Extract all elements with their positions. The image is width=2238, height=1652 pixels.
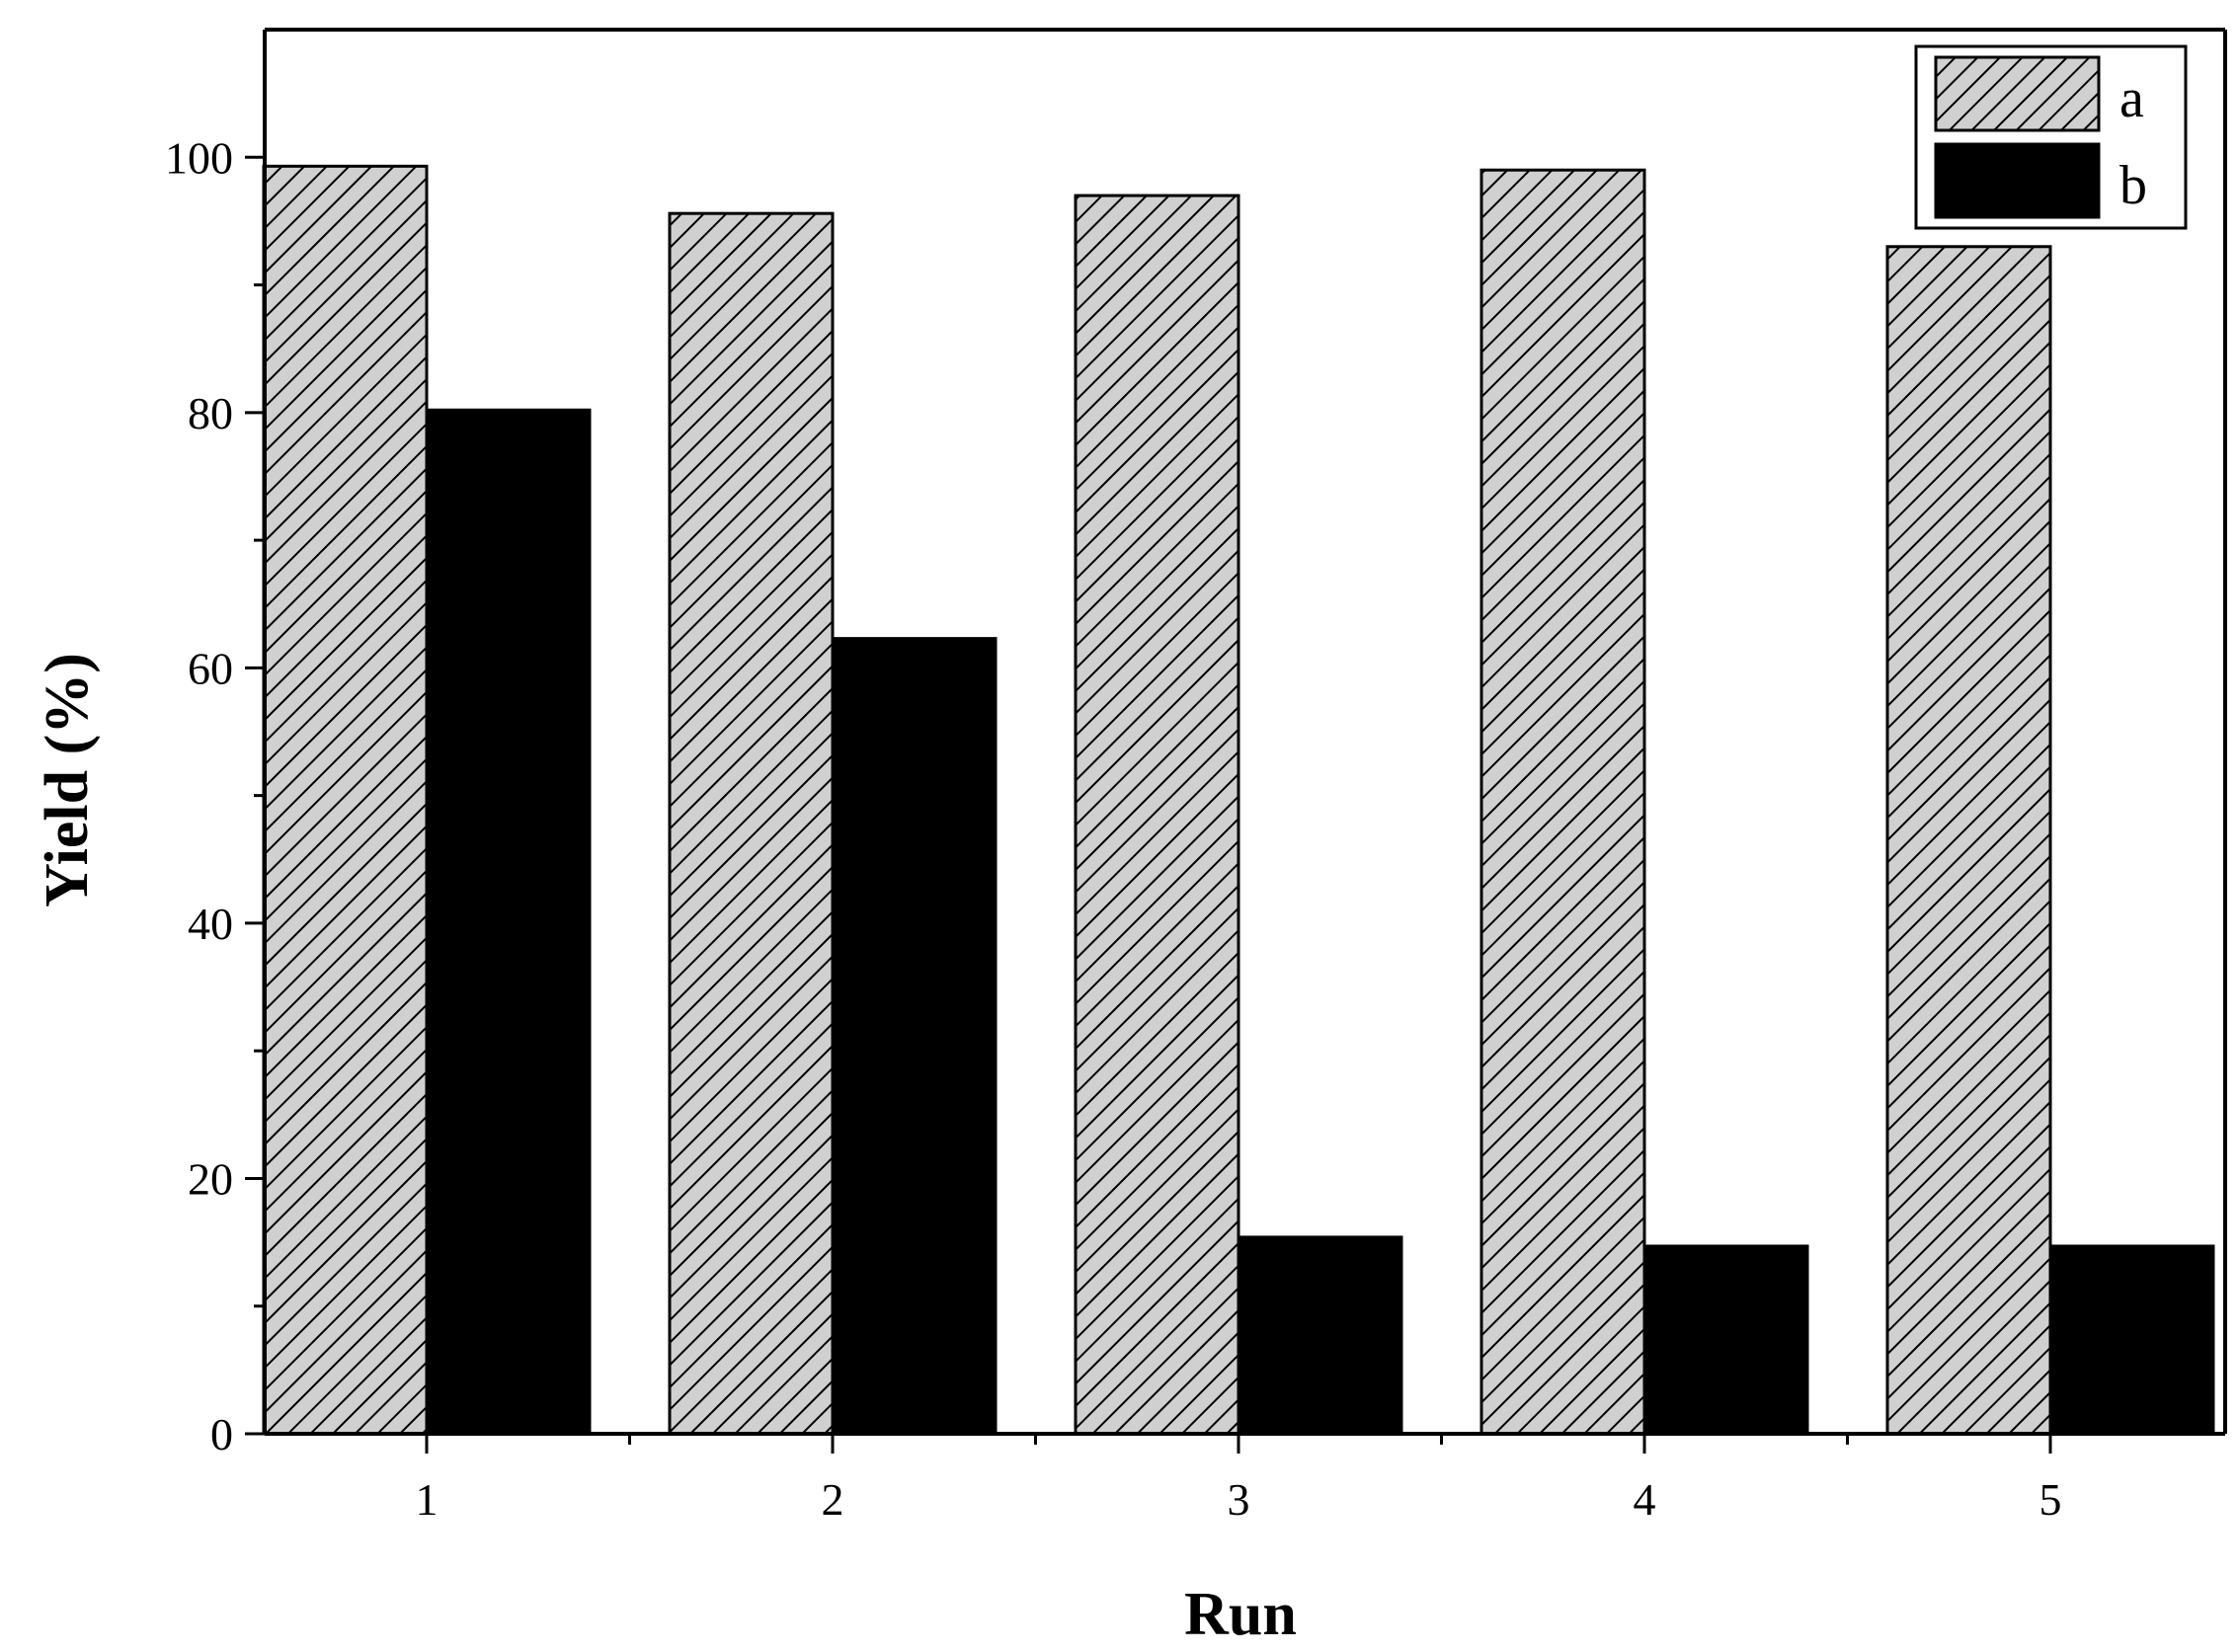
x-tick-label-3: 3 [1228, 1474, 1250, 1525]
x-axis-title: Run [1184, 1581, 1297, 1648]
bar-b-run-1 [425, 408, 592, 1436]
bar-b-run-2 [831, 637, 998, 1436]
bar-b-run-3 [1237, 1235, 1403, 1436]
x-tick-label-5: 5 [2039, 1474, 2062, 1525]
bars-layer [262, 164, 2215, 1436]
x-tick-label-1: 1 [416, 1474, 439, 1525]
legend-swatch-a [1934, 55, 2101, 132]
y-tick-label-80: 80 [188, 388, 233, 438]
bar-a-run-2 [668, 211, 835, 1436]
legend-label-a: a [2119, 68, 2144, 129]
x-tick-label-2: 2 [822, 1474, 844, 1525]
ticks-layer: 0 20 40 60 80 100 1 2 3 4 5 [165, 132, 2062, 1525]
bar-b-run-5 [2048, 1244, 2215, 1436]
y-tick-label-60: 60 [188, 643, 233, 693]
legend-swatch-b [1934, 142, 2101, 219]
legend: a b [1914, 44, 2188, 230]
legend-label-b: b [2119, 155, 2147, 216]
y-tick-label-20: 20 [188, 1153, 233, 1204]
axes-layer [263, 28, 2227, 1436]
bar-a-run-4 [1479, 168, 1646, 1436]
y-tick-label-100: 100 [165, 132, 233, 183]
bar-b-run-4 [1642, 1244, 1809, 1436]
y-tick-label-40: 40 [188, 899, 233, 949]
y-axis-title: Yield (%) [34, 653, 101, 907]
x-tick-label-4: 4 [1634, 1474, 1656, 1525]
bar-a-run-5 [1885, 245, 2052, 1436]
y-tick-label-0: 0 [210, 1409, 233, 1459]
bar-a-run-3 [1074, 194, 1240, 1436]
bar-a-run-1 [262, 164, 429, 1436]
